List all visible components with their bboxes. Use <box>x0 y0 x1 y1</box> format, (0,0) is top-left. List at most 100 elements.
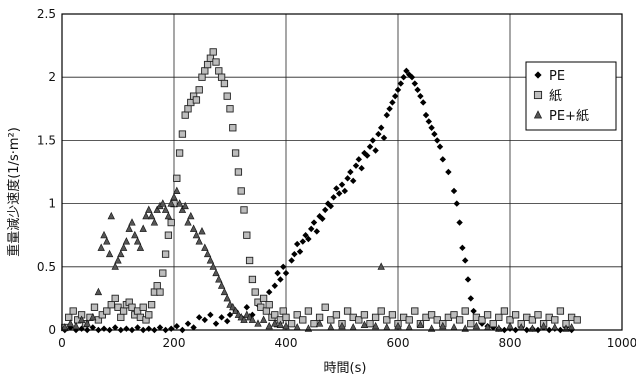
data-point <box>456 219 463 226</box>
data-point <box>156 288 164 296</box>
data-point <box>299 316 307 324</box>
data-point <box>107 211 115 220</box>
data-point <box>164 231 173 239</box>
data-point <box>299 238 306 245</box>
data-point <box>282 313 290 322</box>
data-point <box>223 92 231 100</box>
data-point <box>203 60 212 69</box>
data-point <box>133 237 142 245</box>
data-point <box>167 218 175 227</box>
data-point <box>178 205 187 213</box>
legend-marker <box>533 90 543 100</box>
data-point <box>478 316 486 324</box>
data-point <box>212 320 220 327</box>
data-point <box>212 58 220 66</box>
data-point <box>203 249 212 258</box>
data-point <box>338 321 346 330</box>
data-point <box>105 249 114 258</box>
data-point <box>371 313 380 322</box>
data-point <box>271 311 279 319</box>
data-point <box>184 320 192 327</box>
data-point <box>319 215 326 222</box>
data-point <box>243 231 251 239</box>
data-point <box>248 275 257 284</box>
data-point <box>66 319 75 327</box>
plot-frame <box>61 13 623 331</box>
data-point <box>315 319 324 327</box>
data-point <box>403 67 410 75</box>
data-point <box>350 177 357 185</box>
data-point <box>229 302 237 311</box>
data-point <box>251 288 259 296</box>
data-point <box>234 168 243 176</box>
data-point <box>181 201 189 210</box>
data-point <box>94 287 103 296</box>
data-point <box>274 269 281 277</box>
data-point <box>294 240 301 248</box>
data-point <box>195 237 203 245</box>
legend-label: 紙 <box>549 89 562 104</box>
data-point <box>175 149 184 157</box>
data-point <box>139 303 147 311</box>
data-point <box>161 250 170 258</box>
data-point <box>159 269 167 277</box>
data-point <box>170 192 178 201</box>
data-point <box>147 301 156 309</box>
data-point <box>147 211 156 220</box>
data-point <box>378 124 385 131</box>
data-point <box>231 149 240 157</box>
data-point <box>431 130 438 138</box>
data-point <box>245 256 254 265</box>
x-tick-label: 0 <box>58 336 66 350</box>
x-axis-label: 時間(s) <box>324 361 367 376</box>
data-point <box>173 174 181 182</box>
data-point <box>372 147 379 154</box>
data-point <box>217 281 226 289</box>
data-point <box>472 321 481 330</box>
data-point <box>114 303 122 311</box>
tick-labels: 0 200 400 600 800 1000 0 0.5 1 1.5 2 2.5 <box>37 7 636 350</box>
data-point <box>459 244 466 252</box>
data-point <box>392 92 399 100</box>
data-point <box>83 319 91 327</box>
data-point <box>366 143 374 150</box>
data-point <box>164 211 173 220</box>
data-point <box>190 324 197 331</box>
data-point <box>467 295 474 302</box>
data-point <box>282 269 290 277</box>
data-point <box>343 307 352 315</box>
data-point <box>450 311 458 319</box>
data-point <box>305 235 312 243</box>
data-point <box>237 187 245 195</box>
data-point <box>156 324 164 331</box>
data-point <box>360 311 369 319</box>
data-point <box>201 316 208 324</box>
data-point <box>125 224 133 232</box>
data-point <box>420 99 427 106</box>
data-point <box>198 227 206 235</box>
data-point <box>271 282 278 289</box>
data-point <box>386 105 393 112</box>
y-tick-label: 1.5 <box>37 133 56 147</box>
data-point <box>181 111 189 119</box>
data-point <box>302 232 309 239</box>
data-point <box>358 165 365 172</box>
data-point <box>136 243 145 251</box>
data-point <box>195 86 203 94</box>
data-point <box>333 185 340 192</box>
data-point <box>224 317 231 325</box>
data-point <box>394 86 402 94</box>
data-point <box>196 314 203 321</box>
data-point <box>153 205 161 213</box>
data-point <box>231 306 240 315</box>
data-point <box>248 315 257 323</box>
data-point <box>265 321 273 330</box>
legend-label: PE+紙 <box>549 109 589 124</box>
data-point <box>90 303 99 311</box>
data-point <box>310 219 318 226</box>
data-point <box>282 321 290 330</box>
x-tick-label: 200 <box>163 336 186 350</box>
data-point <box>355 156 362 163</box>
data-point <box>223 294 231 302</box>
